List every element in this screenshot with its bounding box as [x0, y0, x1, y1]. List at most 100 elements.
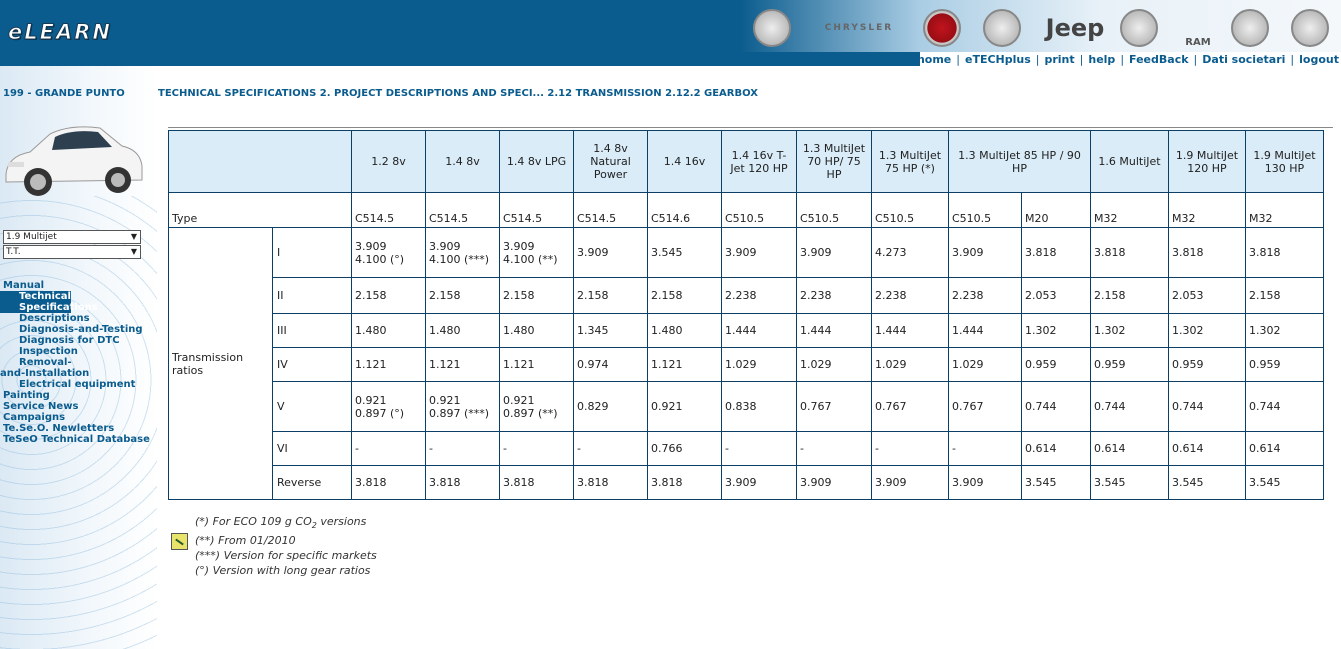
type-cell: C514.6	[647, 192, 722, 228]
ratio-cell: 1.302	[1021, 313, 1091, 348]
note-icon	[171, 533, 188, 550]
nav-dati-societari-link[interactable]: Dati societari	[1202, 52, 1286, 66]
engine-select[interactable]: 1.9 Multijet ▼	[3, 230, 141, 244]
gearbox-select[interactable]: T.T. ▼	[3, 245, 141, 259]
ratio-value: 1.029	[952, 358, 984, 371]
fiat-logo[interactable]	[923, 8, 961, 48]
menu-item-electrical-equipment[interactable]: Electrical equipment	[19, 379, 136, 390]
nav-print-link[interactable]: print	[1044, 52, 1075, 66]
table-row: VI - - - -0.766- - - -0.614 0.614 0.614 0.614	[169, 431, 1324, 466]
menu-item-service-news[interactable]: Service News	[3, 401, 79, 412]
ratio-cell: 0.959	[1168, 347, 1246, 382]
ratio-cell: 2.158	[351, 277, 426, 314]
ratio-value: 0.614	[1249, 442, 1281, 455]
ratio-value: 1.029	[800, 358, 832, 371]
engine-header: 1.4 8v LPG	[499, 130, 574, 193]
ratio-value: 0.767	[875, 400, 907, 413]
ratio-cell: 1.444	[721, 313, 797, 348]
engine-header: 1.4 8v Natural Power	[573, 130, 648, 193]
menu-item-diagnosis-for-dtc[interactable]: Diagnosis for DTC	[19, 335, 120, 346]
ratio-value: 2.158	[651, 289, 683, 302]
menu-item-teseo-newletters[interactable]: Te.Se.O. Newletters	[3, 423, 115, 434]
ratio-value: 3.818	[1094, 246, 1126, 259]
menu-item-removal-and-installation[interactable]: Removal-and-Installation	[0, 357, 90, 379]
ratio-value: 1.029	[725, 358, 757, 371]
table-row: III 1.480 1.480 1.480 1.345 1.480 1.444 1.444 1.…	[169, 313, 1324, 348]
ram-logo[interactable]: RAM	[1185, 37, 1211, 48]
ratio-value: 0.614	[1094, 442, 1126, 455]
ratio-cell: 0.614	[1245, 431, 1324, 466]
ratio-cell: 1.302	[1090, 313, 1169, 348]
nav-help-link[interactable]: help	[1088, 52, 1116, 66]
gear-label: III	[272, 313, 352, 348]
ratio-cell: 1.029	[721, 347, 797, 382]
ratio-cell: 0.766	[647, 431, 722, 466]
ratio-cell: 3.909	[948, 227, 1022, 278]
menu-item-campaigns[interactable]: Campaigns	[3, 412, 66, 423]
ratio-cell: 0.614	[1021, 431, 1091, 466]
ratio-cell: -	[573, 431, 648, 466]
ratio-cell: 3.909	[721, 465, 797, 500]
ratio-value: 2.053	[1172, 289, 1204, 302]
ratio-cell: 0.921 0.897 (***)	[425, 381, 500, 432]
ratio-cell: 1.029	[948, 347, 1022, 382]
fiat-professional-logo[interactable]	[983, 8, 1021, 48]
chevron-down-icon: ▼	[130, 247, 137, 256]
nav-feedback-link[interactable]: FeedBack	[1129, 52, 1189, 66]
menu-item-technical-specifications[interactable]: Technical Specifications	[0, 291, 98, 313]
alfa-romeo-logo[interactable]	[753, 8, 791, 48]
ratio-cell: 0.614	[1090, 431, 1169, 466]
ratio-value: 0.921	[503, 393, 535, 407]
table-row: Transmission ratios I 3.909 4.100 (°) 3.909 4…	[168, 227, 1324, 500]
ratio-cell: -	[721, 431, 797, 466]
ratio-cell: 2.053	[1021, 277, 1091, 314]
ratio-cell: 1.480	[647, 313, 722, 348]
ratio-value: 4.100 (**)	[503, 252, 558, 266]
ratio-value: 3.818	[1172, 246, 1204, 259]
menu-item-teseo-technical-database[interactable]: TeSeO Technical Database	[3, 434, 150, 445]
ratio-value: 0.744	[1094, 400, 1126, 413]
ratio-cell: 2.238	[796, 277, 872, 314]
ratio-cell: 1.480	[499, 313, 574, 348]
type-label: Type	[168, 192, 352, 228]
ratio-cell: 3.909	[871, 465, 949, 500]
nav-etechplus-link[interactable]: eTECHplus	[964, 52, 1031, 66]
engine-header: 1.4 16v	[647, 130, 722, 193]
ratio-value: 2.158	[577, 289, 609, 302]
ratio-cell: 3.818	[1021, 227, 1091, 278]
gear-label: V	[272, 381, 352, 432]
ratio-value: 0.767	[800, 400, 832, 413]
nav-logout-link[interactable]: logout	[1299, 52, 1339, 66]
menu-item-inspection[interactable]: Inspection	[19, 346, 78, 357]
jeep-logo[interactable]: Jeep	[1045, 14, 1105, 42]
ratio-value: 1.444	[875, 324, 907, 337]
ratio-value: -	[875, 442, 879, 455]
mopar-logo[interactable]	[1291, 8, 1329, 48]
gear-label: Reverse	[272, 465, 352, 500]
ratio-cell: 3.818	[1245, 227, 1324, 278]
menu-item-diagnosis-and-testing[interactable]: Diagnosis-and-Testing	[19, 324, 143, 335]
ratio-cell: 2.158	[1245, 277, 1324, 314]
ratio-value: -	[725, 442, 729, 455]
gear-label: IV	[272, 347, 352, 382]
ratio-cell: 4.273	[871, 227, 949, 278]
chrysler-logo[interactable]: CHRYSLER	[824, 23, 894, 33]
ratio-cell: -	[871, 431, 949, 466]
ratio-value: 3.818	[355, 476, 387, 489]
ratio-value: 1.480	[429, 324, 461, 337]
nav-home-link[interactable]: home	[916, 52, 952, 66]
ratio-cell: 2.238	[948, 277, 1022, 314]
ratio-cell: 0.959	[1245, 347, 1324, 382]
ratio-cell: 0.767	[948, 381, 1022, 432]
ratio-cell: 3.909 4.100 (***)	[425, 227, 500, 278]
divider	[168, 127, 1333, 128]
lancia-logo[interactable]	[1120, 8, 1158, 48]
menu-item-painting[interactable]: Painting	[3, 390, 50, 401]
abarth-logo[interactable]	[1231, 8, 1269, 48]
ratio-value: -	[577, 442, 581, 455]
menu-item-descriptions[interactable]: Descriptions	[19, 313, 90, 324]
ratio-value: 3.818	[577, 476, 609, 489]
menu-item-manual[interactable]: Manual	[3, 280, 45, 291]
type-cell: C514.5	[499, 192, 574, 228]
ratio-cell: 3.818	[647, 465, 722, 500]
